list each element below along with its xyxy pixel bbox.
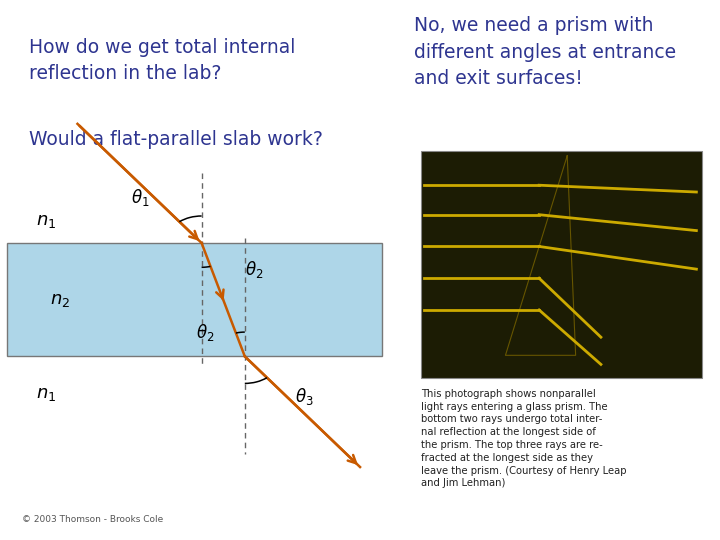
Text: $\theta_2$: $\theta_2$ (245, 260, 264, 280)
Text: Would a flat-parallel slab work?: Would a flat-parallel slab work? (29, 130, 323, 148)
Text: $n_1$: $n_1$ (36, 385, 56, 403)
Text: $\theta_2$: $\theta_2$ (196, 322, 215, 342)
Text: This photograph shows nonparallel
light rays entering a glass prism. The
bottom : This photograph shows nonparallel light … (421, 389, 626, 488)
Text: $n_2$: $n_2$ (50, 291, 71, 309)
Text: How do we get total internal
reflection in the lab?: How do we get total internal reflection … (29, 38, 295, 83)
Text: © 2003 Thomson - Brooks Cole: © 2003 Thomson - Brooks Cole (22, 515, 163, 524)
Text: $n_1$: $n_1$ (36, 212, 56, 231)
Text: $\theta_1$: $\theta_1$ (131, 187, 150, 207)
Bar (421, 151, 702, 378)
Text: $\theta_3$: $\theta_3$ (295, 387, 314, 407)
Text: No, we need a prism with
different angles at entrance
and exit surfaces!: No, we need a prism with different angle… (414, 16, 676, 88)
Bar (7, 243, 382, 356)
